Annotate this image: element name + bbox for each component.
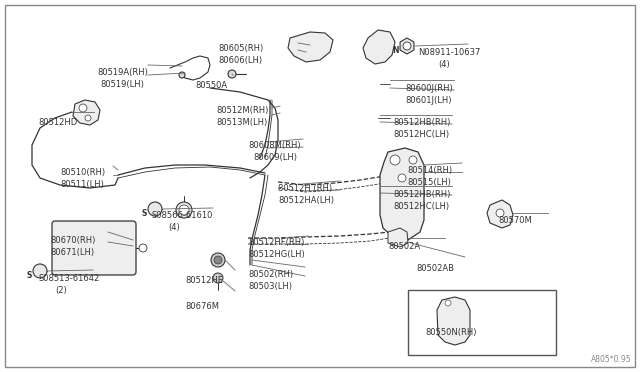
Polygon shape (388, 228, 408, 247)
Circle shape (496, 209, 504, 217)
Text: 80670(RH): 80670(RH) (50, 236, 95, 245)
Circle shape (176, 202, 192, 218)
Circle shape (213, 273, 223, 283)
Circle shape (403, 42, 411, 50)
Polygon shape (288, 32, 333, 62)
Text: 80502AB: 80502AB (416, 264, 454, 273)
Polygon shape (437, 297, 470, 345)
Circle shape (409, 156, 417, 164)
Text: 80600J(RH): 80600J(RH) (405, 84, 452, 93)
Bar (408, 290, 556, 355)
Circle shape (390, 155, 400, 165)
FancyBboxPatch shape (52, 221, 136, 275)
Text: 80512HB(RH): 80512HB(RH) (393, 190, 451, 199)
Text: 80519(LH): 80519(LH) (100, 80, 144, 89)
Circle shape (445, 300, 451, 306)
Circle shape (179, 205, 189, 215)
Polygon shape (73, 100, 100, 125)
Circle shape (228, 70, 236, 78)
Circle shape (139, 244, 147, 252)
Text: 80512HD: 80512HD (38, 118, 77, 127)
Text: 80502(RH): 80502(RH) (248, 270, 293, 279)
Text: N: N (392, 45, 399, 55)
Text: 80514(RH): 80514(RH) (407, 166, 452, 175)
Text: 80511(LH): 80511(LH) (60, 180, 104, 189)
Text: 80606(LH): 80606(LH) (218, 56, 262, 65)
Text: 80608M(RH): 80608M(RH) (248, 141, 301, 150)
Text: 80502A: 80502A (388, 242, 420, 251)
Text: (4): (4) (168, 223, 180, 232)
Circle shape (85, 115, 91, 121)
Circle shape (33, 264, 47, 278)
Text: 80671(LH): 80671(LH) (50, 248, 94, 257)
Text: 80550A: 80550A (195, 81, 227, 90)
Polygon shape (380, 148, 424, 240)
Text: 80609(LH): 80609(LH) (253, 153, 297, 162)
Text: 80512HF(RH): 80512HF(RH) (248, 238, 305, 247)
Text: (4): (4) (438, 60, 450, 69)
Circle shape (179, 72, 185, 78)
Text: 80512HA(LH): 80512HA(LH) (278, 196, 334, 205)
Text: A805*0.95: A805*0.95 (591, 355, 632, 364)
Text: 80550N(RH): 80550N(RH) (425, 328, 477, 337)
Polygon shape (363, 30, 395, 64)
Text: 80512HB(RH): 80512HB(RH) (393, 118, 451, 127)
Circle shape (79, 104, 87, 112)
Text: 80512H (RH): 80512H (RH) (278, 184, 332, 193)
Text: 80510(RH): 80510(RH) (60, 168, 105, 177)
Text: 80512HG(LH): 80512HG(LH) (248, 250, 305, 259)
Text: S: S (27, 270, 32, 279)
Text: S08566-61610: S08566-61610 (152, 211, 213, 220)
Text: 80605(RH): 80605(RH) (218, 44, 263, 53)
Text: 80512HC(LH): 80512HC(LH) (393, 202, 449, 211)
Text: S08513-61642: S08513-61642 (38, 274, 99, 283)
Text: N08911-10637: N08911-10637 (418, 48, 481, 57)
Text: S: S (141, 208, 147, 218)
Text: (2): (2) (55, 286, 67, 295)
Polygon shape (400, 38, 414, 54)
Text: 80515(LH): 80515(LH) (407, 178, 451, 187)
Circle shape (214, 256, 222, 264)
Text: 80570M: 80570M (498, 216, 532, 225)
Text: 80601J(LH): 80601J(LH) (405, 96, 451, 105)
Circle shape (148, 202, 162, 216)
Text: 80512HE: 80512HE (185, 276, 223, 285)
Circle shape (211, 253, 225, 267)
Text: 80519A(RH): 80519A(RH) (97, 68, 148, 77)
Text: 80676M: 80676M (185, 302, 219, 311)
Text: 80512HC(LH): 80512HC(LH) (393, 130, 449, 139)
Text: 80512M(RH): 80512M(RH) (216, 106, 268, 115)
Circle shape (398, 174, 406, 182)
Text: 80513M(LH): 80513M(LH) (216, 118, 268, 127)
Text: 80503(LH): 80503(LH) (248, 282, 292, 291)
Polygon shape (487, 200, 513, 228)
